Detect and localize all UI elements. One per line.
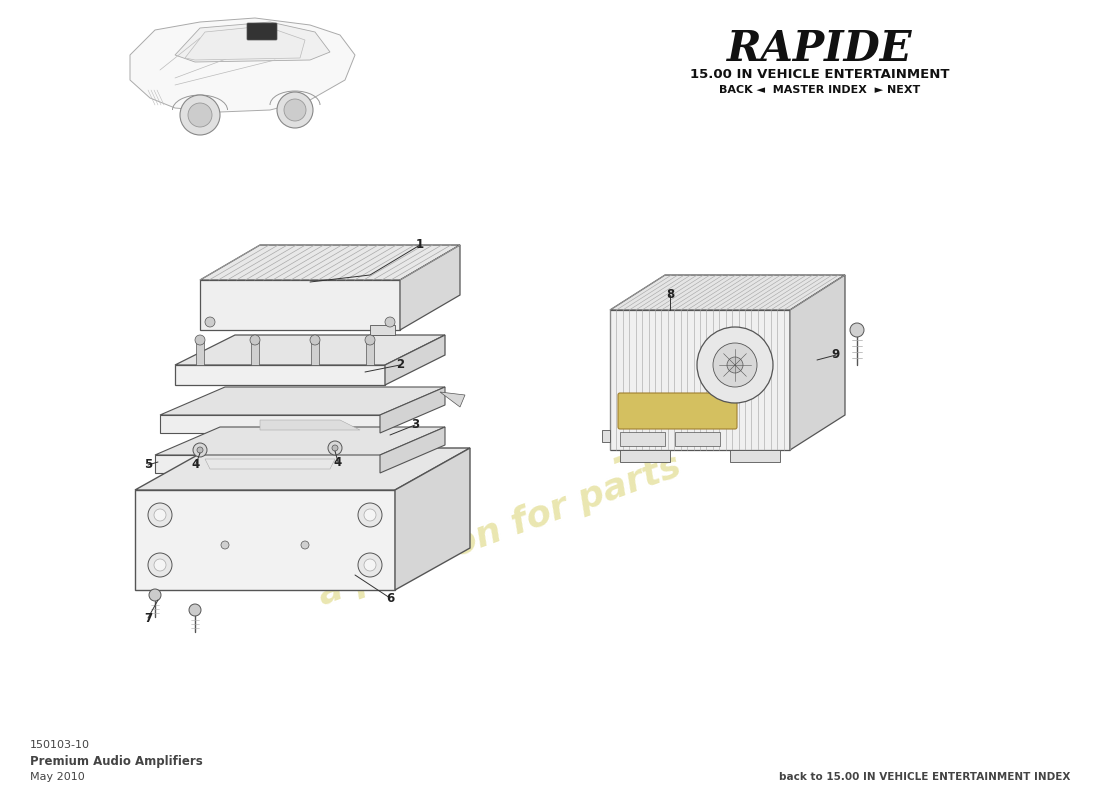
Text: May 2010: May 2010 (30, 772, 85, 782)
Circle shape (332, 445, 338, 451)
Polygon shape (155, 455, 380, 473)
Polygon shape (790, 275, 845, 450)
Circle shape (189, 604, 201, 616)
Polygon shape (135, 490, 395, 590)
Circle shape (221, 541, 229, 549)
Circle shape (365, 335, 375, 345)
Polygon shape (130, 18, 355, 112)
Text: 4: 4 (334, 455, 342, 469)
Polygon shape (602, 430, 610, 442)
Circle shape (277, 92, 313, 128)
Polygon shape (379, 427, 446, 473)
Polygon shape (160, 387, 446, 415)
Text: 1985: 1985 (601, 386, 739, 474)
Text: 9: 9 (832, 349, 840, 362)
Polygon shape (385, 335, 446, 385)
Polygon shape (135, 448, 470, 490)
FancyBboxPatch shape (618, 393, 737, 429)
Polygon shape (620, 450, 670, 462)
Circle shape (713, 343, 757, 387)
Polygon shape (160, 415, 380, 433)
Circle shape (195, 335, 205, 345)
Text: BACK ◄  MASTER INDEX  ► NEXT: BACK ◄ MASTER INDEX ► NEXT (719, 85, 921, 95)
Circle shape (328, 441, 342, 455)
Circle shape (364, 509, 376, 521)
Polygon shape (251, 340, 258, 365)
Polygon shape (196, 340, 204, 365)
Circle shape (188, 103, 212, 127)
Circle shape (192, 443, 207, 457)
Circle shape (697, 327, 773, 403)
Polygon shape (610, 310, 790, 450)
Text: 2: 2 (396, 358, 404, 371)
Polygon shape (366, 340, 374, 365)
Circle shape (197, 447, 204, 453)
Circle shape (727, 357, 742, 373)
Circle shape (148, 553, 172, 577)
Text: 1: 1 (416, 238, 425, 251)
Polygon shape (400, 245, 460, 330)
Text: back to 15.00 IN VEHICLE ENTERTAINMENT INDEX: back to 15.00 IN VEHICLE ENTERTAINMENT I… (779, 772, 1070, 782)
FancyBboxPatch shape (248, 23, 277, 40)
Polygon shape (730, 450, 780, 462)
Text: RAPIDE: RAPIDE (727, 28, 913, 70)
Polygon shape (610, 275, 845, 310)
Circle shape (154, 559, 166, 571)
Circle shape (358, 553, 382, 577)
Polygon shape (260, 420, 360, 430)
Circle shape (148, 503, 172, 527)
Text: 6: 6 (386, 591, 394, 605)
Circle shape (385, 317, 395, 327)
Text: 5: 5 (144, 458, 152, 471)
Polygon shape (175, 335, 446, 365)
Polygon shape (370, 325, 395, 335)
Text: 8: 8 (666, 289, 674, 302)
Polygon shape (311, 340, 319, 365)
Text: 4: 4 (191, 458, 200, 470)
Text: 3: 3 (411, 418, 419, 431)
Polygon shape (440, 392, 465, 407)
Text: 15.00 IN VEHICLE ENTERTAINMENT: 15.00 IN VEHICLE ENTERTAINMENT (691, 68, 949, 81)
Circle shape (301, 541, 309, 549)
Polygon shape (200, 280, 400, 330)
Circle shape (180, 95, 220, 135)
Circle shape (205, 317, 214, 327)
Text: 7: 7 (144, 611, 152, 625)
Circle shape (284, 99, 306, 121)
Circle shape (250, 335, 260, 345)
Polygon shape (395, 448, 470, 590)
Bar (675, 432, 720, 446)
Bar (620, 432, 666, 446)
Text: 150103-10: 150103-10 (30, 740, 90, 750)
Polygon shape (185, 26, 305, 60)
Circle shape (310, 335, 320, 345)
Polygon shape (200, 245, 460, 280)
Circle shape (148, 589, 161, 601)
Text: Premium Audio Amplifiers: Premium Audio Amplifiers (30, 755, 202, 768)
Polygon shape (205, 459, 336, 469)
Circle shape (364, 559, 376, 571)
Polygon shape (175, 22, 330, 62)
Circle shape (154, 509, 166, 521)
Polygon shape (155, 427, 446, 455)
Text: a passion for parts: a passion for parts (314, 448, 686, 612)
Circle shape (850, 323, 864, 337)
Polygon shape (175, 365, 385, 385)
Circle shape (358, 503, 382, 527)
Polygon shape (379, 387, 446, 433)
